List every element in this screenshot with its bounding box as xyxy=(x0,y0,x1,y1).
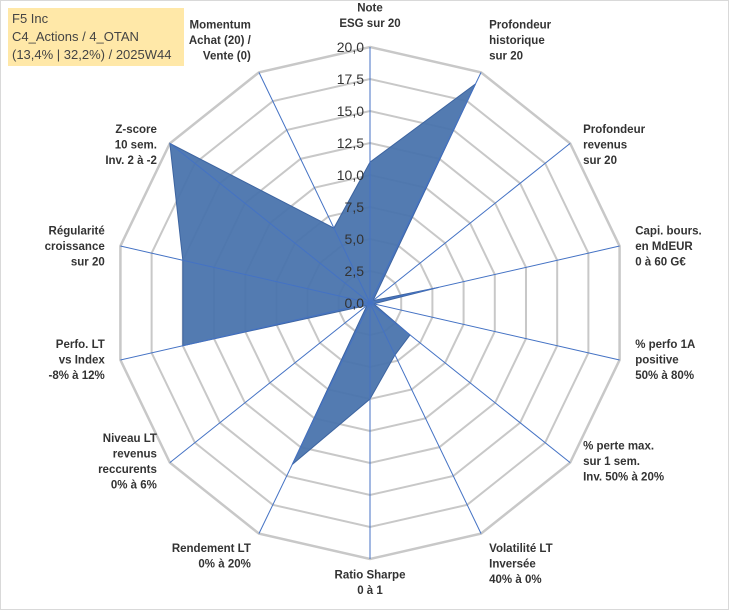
axis-label: Volatilité LT Inversée 40% à 0% xyxy=(489,543,552,586)
axis-label-line: Profondeur xyxy=(489,20,551,32)
axis-spoke xyxy=(369,302,571,464)
axis-label-line: sur 20 xyxy=(489,51,523,63)
axis-label-line: historique xyxy=(489,35,545,47)
axis-label: Momentum Achat (20) / Vente (0) xyxy=(189,20,252,63)
axis-spoke xyxy=(120,245,371,304)
axis-label-line: Régularité xyxy=(49,226,105,238)
radar-tick-labels: 0,0 2,5 5,0 7,5 10,0 12,5 15,0 17,5 20,0 xyxy=(337,39,364,311)
axis-label: Niveau LT revenus reccurents 0% à 6% xyxy=(98,433,157,492)
axis-label-line: 40% à 0% xyxy=(489,574,541,586)
axis-label-line: 50% à 80% xyxy=(635,370,694,382)
axis-label-line: Ratio Sharpe xyxy=(335,570,406,582)
axis-label-line: Inv. 2 à -2 xyxy=(105,155,157,167)
company-name: F5 Inc xyxy=(12,11,49,26)
axis-label-line: 10 sem. xyxy=(115,139,157,151)
axis-spoke xyxy=(258,302,371,534)
axis-label: Profondeur historique sur 20 xyxy=(489,20,551,63)
axis-label-line: Note xyxy=(357,3,383,15)
axis-label: % perte max. sur 1 sem. Inv. 50% à 20% xyxy=(583,441,664,484)
axis-label-line: sur 20 xyxy=(583,155,617,167)
axis-spoke xyxy=(120,302,371,361)
tick-label: 5,0 xyxy=(345,231,365,247)
axis-label-line: Volatilité LT xyxy=(489,543,552,555)
axis-label-line: ESG sur 20 xyxy=(339,18,400,30)
tick-label: 17,5 xyxy=(337,71,364,87)
axis-label-line: sur 1 sem. xyxy=(583,456,640,468)
axis-label: Profondeur revenus sur 20 xyxy=(583,124,645,167)
axis-label: Note ESG sur 20 xyxy=(339,3,400,31)
axis-label-line: Vente (0) xyxy=(203,51,251,63)
axis-label-line: Z-score xyxy=(115,124,157,136)
axis-label: Capi. bours. en MdEUR 0 à 60 G€ xyxy=(635,226,701,269)
axis-spoke xyxy=(369,302,620,361)
axis-label-line: sur 20 xyxy=(71,257,105,269)
axis-label: Rendement LT 0% à 20% xyxy=(172,543,251,571)
axis-label: Régularité croissance sur 20 xyxy=(45,226,105,269)
axis-spoke xyxy=(369,245,620,304)
axis-spoke xyxy=(369,72,482,304)
axis-label-line: Perfo. LT xyxy=(56,339,105,351)
tick-label: 20,0 xyxy=(337,39,364,55)
axis-label: Ratio Sharpe 0 à 1 xyxy=(335,570,406,598)
axis-label-line: en MdEUR xyxy=(635,241,693,253)
radar-spokes xyxy=(120,47,620,559)
axis-spoke xyxy=(369,302,482,534)
axis-label: Z-score 10 sem. Inv. 2 à -2 xyxy=(105,124,157,167)
axis-label-line: Achat (20) / xyxy=(189,35,252,47)
tick-label: 12,5 xyxy=(337,135,364,151)
axis-label-line: -8% à 12% xyxy=(49,370,105,382)
axis-label-line: Capi. bours. xyxy=(635,226,701,238)
axis-label: % perfo 1A positive 50% à 80% xyxy=(635,339,695,382)
axis-label-line: % perte max. xyxy=(583,441,654,453)
tick-label: 7,5 xyxy=(345,199,365,215)
axis-spoke xyxy=(369,142,571,304)
data-series-area xyxy=(169,83,476,465)
tick-label: 15,0 xyxy=(337,103,364,119)
axis-label: Perfo. LT vs Index -8% à 12% xyxy=(49,339,106,382)
axis-label-line: % perfo 1A xyxy=(635,339,695,351)
axis-label-line: 0% à 6% xyxy=(111,479,157,491)
axis-label-line: Inv. 50% à 20% xyxy=(583,472,664,484)
axis-label-line: croissance xyxy=(45,241,105,253)
axis-label-line: 0 à 1 xyxy=(357,585,383,597)
radar-axis-labels: Note ESG sur 20 Profondeur historique sur 20… xyxy=(45,3,702,598)
axis-spoke xyxy=(169,142,371,304)
axis-label-line: vs Index xyxy=(59,354,106,366)
portfolio-category: C4_Actions / 4_OTAN xyxy=(12,29,139,44)
axis-label-line: positive xyxy=(635,354,678,366)
axis-label-line: Rendement LT xyxy=(172,543,251,555)
axis-spoke xyxy=(258,72,371,304)
tick-label: 2,5 xyxy=(345,263,365,279)
axis-label-line: 0% à 20% xyxy=(198,558,250,570)
axis-label-line: Profondeur xyxy=(583,124,645,136)
axis-label-line: Inversée xyxy=(489,558,536,570)
axis-label-line: Momentum xyxy=(190,20,251,32)
axis-label-line: revenus xyxy=(113,448,157,460)
info-box: F5 Inc C4_Actions / 4_OTAN (13,4% | 32,2… xyxy=(8,8,184,66)
axis-label-line: 0 à 60 G€ xyxy=(635,257,686,269)
tick-label: 0,0 xyxy=(345,295,365,311)
tick-label: 10,0 xyxy=(337,167,364,183)
axis-label-line: Niveau LT xyxy=(103,433,157,445)
axis-label-line: revenus xyxy=(583,139,627,151)
performance-week: (13,4% | 32,2%) / 2025W44 xyxy=(12,47,172,62)
axis-spoke xyxy=(169,302,371,464)
axis-label-line: reccurents xyxy=(98,464,157,476)
